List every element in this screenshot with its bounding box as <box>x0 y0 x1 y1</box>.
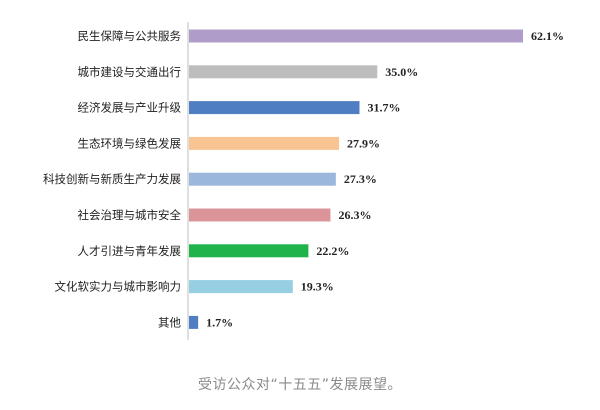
category-label: 经济发展与产业升级 <box>78 101 182 115</box>
value-label: 22.2% <box>316 244 349 258</box>
category-label: 生态环境与绿色发展 <box>78 136 182 150</box>
category-label: 人才引进与青年发展 <box>78 244 182 258</box>
bar <box>189 315 199 329</box>
value-label: 26.3% <box>338 208 371 222</box>
bar <box>189 172 336 186</box>
value-label: 27.3% <box>344 172 377 186</box>
category-label: 文化软实力与城市影响力 <box>55 280 182 294</box>
value-label: 31.7% <box>367 101 400 115</box>
value-label: 35.0% <box>385 65 418 79</box>
value-label: 62.1% <box>531 29 564 43</box>
category-label: 城市建设与交通出行 <box>78 65 182 79</box>
bar <box>189 101 360 115</box>
value-label: 19.3% <box>301 280 334 294</box>
category-label: 社会治理与城市安全 <box>78 208 182 222</box>
bar <box>189 208 331 222</box>
bar <box>189 136 340 150</box>
value-label: 27.9% <box>347 136 380 150</box>
bar <box>189 280 293 294</box>
category-label: 其他 <box>158 315 181 329</box>
bar <box>189 29 523 43</box>
value-label: 1.7% <box>206 315 233 329</box>
bars-group: 民生保障与公共服务 62.1% 城市建设与交通出行 35.0% 经济发展与产业升级 31.… <box>43 29 564 329</box>
category-label: 民生保障与公共服务 <box>78 29 182 43</box>
chart-caption: 受访公众对“十五五”发展展望。 <box>197 377 402 393</box>
bar <box>189 244 309 258</box>
bar <box>189 65 378 79</box>
category-label: 科技创新与新质生产力发展 <box>43 172 181 186</box>
